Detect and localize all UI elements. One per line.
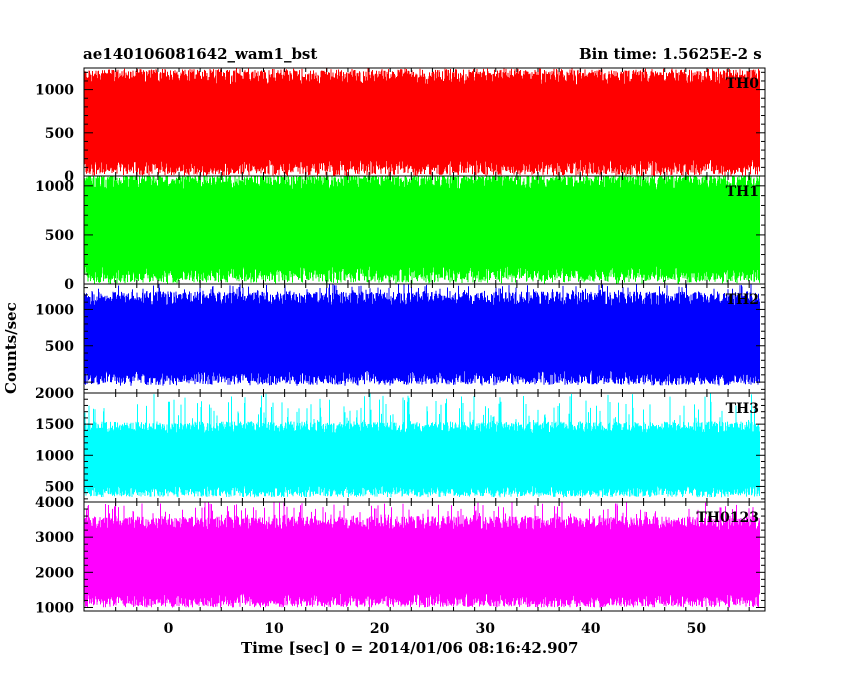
y-tick-label-th1: 0 <box>64 277 74 293</box>
panel-label-th2: TH2 <box>726 292 759 308</box>
y-tick-label-th0123: 4000 <box>35 495 74 511</box>
y-tick-label-th3: 2000 <box>35 386 74 402</box>
y-tick-label-th1: 500 <box>45 228 74 244</box>
x-tick-label: 30 <box>475 621 495 637</box>
y-tick-label-th3: 1500 <box>35 417 74 433</box>
y-tick-label-th0123: 1000 <box>35 600 74 616</box>
chart-title-right: Bin time: 1.5625E-2 s <box>579 45 762 63</box>
chart-title-left: ae140106081642_wam1_bst <box>83 45 318 63</box>
panel-frame-th0123 <box>83 501 766 612</box>
y-tick-label-th2: 1000 <box>35 302 74 318</box>
series-th0123 <box>84 502 760 608</box>
y-tick-label-th0123: 3000 <box>35 530 74 546</box>
y-tick-label-th0: 500 <box>45 126 74 142</box>
series-th0 <box>84 68 760 176</box>
series-th1-trace <box>84 176 760 284</box>
y-tick-label-th0: 0 <box>64 169 74 185</box>
x-tick-label: 40 <box>581 621 601 637</box>
series-th2 <box>84 284 760 386</box>
series-th0-trace <box>84 68 760 176</box>
y-tick-label-th1: 1000 <box>35 179 74 195</box>
panel-label-th0: TH0 <box>726 76 760 92</box>
x-tick-label: 0 <box>164 621 174 637</box>
series-th2-trace <box>84 284 760 386</box>
x-axis-label: Time [sec] 0 = 2014/01/06 08:16:42.907 <box>241 639 579 657</box>
series-th1 <box>84 176 760 284</box>
series-th3 <box>84 393 760 498</box>
x-tick-label: 20 <box>370 621 390 637</box>
x-tick-label: 50 <box>687 621 707 637</box>
panel-label-th1: TH1 <box>726 184 759 200</box>
y-tick-label-th3: 500 <box>45 479 74 495</box>
y-tick-label-th0: 1000 <box>35 83 74 99</box>
series-th3-trace <box>84 393 760 498</box>
panel-label-th0123: TH0123 <box>696 510 759 526</box>
y-tick-label-th0123: 2000 <box>35 565 74 581</box>
y-tick-label-th3: 1000 <box>35 448 74 464</box>
series-th0123-trace <box>84 502 760 608</box>
y-tick-label-th2: 500 <box>45 339 74 355</box>
x-tick-label: 10 <box>264 621 284 637</box>
y-axis-label: Counts/sec <box>2 302 20 394</box>
panel-label-th3: TH3 <box>726 401 759 417</box>
